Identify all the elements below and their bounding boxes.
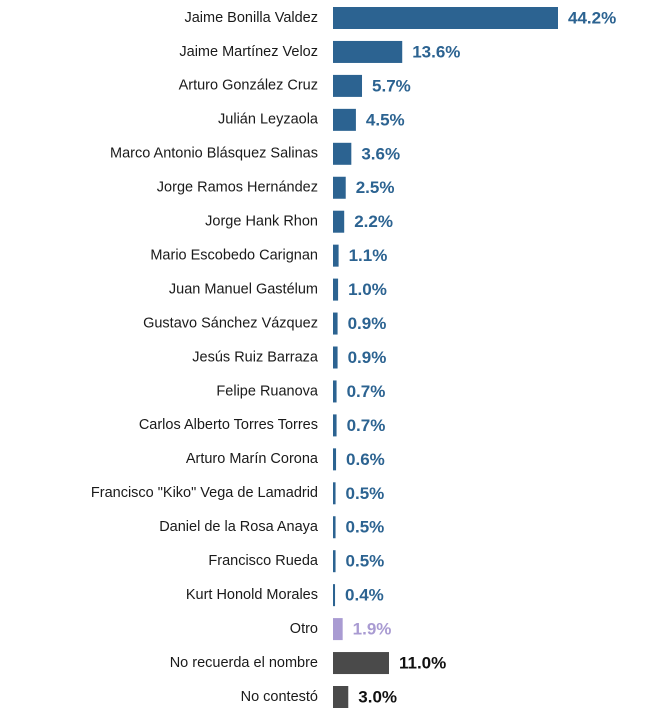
category-label: Mario Escobedo Carignan bbox=[150, 247, 318, 263]
bar bbox=[333, 482, 336, 505]
category-label: Jaime Bonilla Valdez bbox=[184, 10, 318, 26]
bar bbox=[333, 448, 337, 471]
value-label: 5.7% bbox=[372, 76, 411, 95]
bar bbox=[333, 414, 337, 437]
value-label: 4.5% bbox=[366, 110, 405, 129]
bar bbox=[333, 40, 403, 63]
value-label: 13.6% bbox=[412, 42, 460, 61]
category-label: Kurt Honold Morales bbox=[186, 587, 318, 603]
category-label: Jorge Hank Rhon bbox=[205, 214, 318, 230]
bar bbox=[333, 380, 337, 403]
bar bbox=[333, 210, 345, 233]
category-label: No recuerda el nombre bbox=[170, 655, 318, 671]
category-label: Jesús Ruiz Barraza bbox=[192, 349, 319, 365]
category-label: Julián Leyzaola bbox=[218, 112, 319, 128]
value-label: 3.6% bbox=[361, 144, 400, 163]
category-label: Felipe Ruanova bbox=[216, 383, 318, 399]
category-label: Arturo Marín Corona bbox=[186, 451, 319, 467]
category-label: Jaime Martínez Veloz bbox=[179, 44, 318, 60]
value-label: 1.9% bbox=[353, 620, 392, 639]
category-label: Arturo González Cruz bbox=[179, 78, 318, 94]
bar bbox=[333, 652, 389, 675]
bar bbox=[333, 7, 558, 29]
bar bbox=[333, 346, 338, 369]
category-label: Gustavo Sánchez Vázquez bbox=[143, 315, 318, 331]
category-label: Marco Antonio Blásquez Salinas bbox=[110, 146, 318, 162]
value-label: 0.4% bbox=[345, 586, 384, 605]
category-label: Daniel de la Rosa Anaya bbox=[159, 519, 319, 535]
value-label: 0.7% bbox=[347, 416, 386, 435]
category-label: Juan Manuel Gastélum bbox=[169, 281, 318, 297]
bar bbox=[333, 74, 363, 97]
category-label: Carlos Alberto Torres Torres bbox=[139, 417, 318, 433]
bar bbox=[333, 516, 336, 539]
category-label: Francisco "Kiko" Vega de Lamadrid bbox=[91, 485, 318, 501]
category-label: Jorge Ramos Hernández bbox=[157, 180, 318, 196]
value-label: 2.2% bbox=[354, 212, 393, 231]
value-label: 0.5% bbox=[346, 484, 385, 503]
category-label: Francisco Rueda bbox=[208, 553, 319, 569]
value-label: 0.5% bbox=[346, 552, 385, 571]
value-label: 3.0% bbox=[358, 687, 397, 706]
value-label: 2.5% bbox=[356, 178, 395, 197]
value-label: 44.2% bbox=[568, 8, 616, 27]
bar bbox=[333, 176, 346, 199]
bar bbox=[333, 584, 336, 607]
value-label: 0.5% bbox=[346, 518, 385, 537]
bar bbox=[333, 142, 352, 165]
bar bbox=[333, 618, 343, 641]
bar bbox=[333, 312, 338, 335]
value-label: 1.1% bbox=[349, 246, 388, 265]
bar bbox=[333, 686, 349, 708]
category-label: Otro bbox=[290, 621, 318, 637]
bar bbox=[333, 550, 336, 573]
bar bbox=[333, 244, 339, 267]
bar bbox=[333, 108, 356, 131]
value-label: 0.9% bbox=[348, 348, 387, 367]
value-label: 0.9% bbox=[348, 314, 387, 333]
value-label: 0.7% bbox=[347, 382, 386, 401]
value-label: 11.0% bbox=[399, 654, 446, 673]
value-label: 0.6% bbox=[346, 450, 385, 469]
bar bbox=[333, 278, 339, 301]
value-label: 1.0% bbox=[348, 280, 387, 299]
category-label: No contestó bbox=[241, 689, 318, 705]
